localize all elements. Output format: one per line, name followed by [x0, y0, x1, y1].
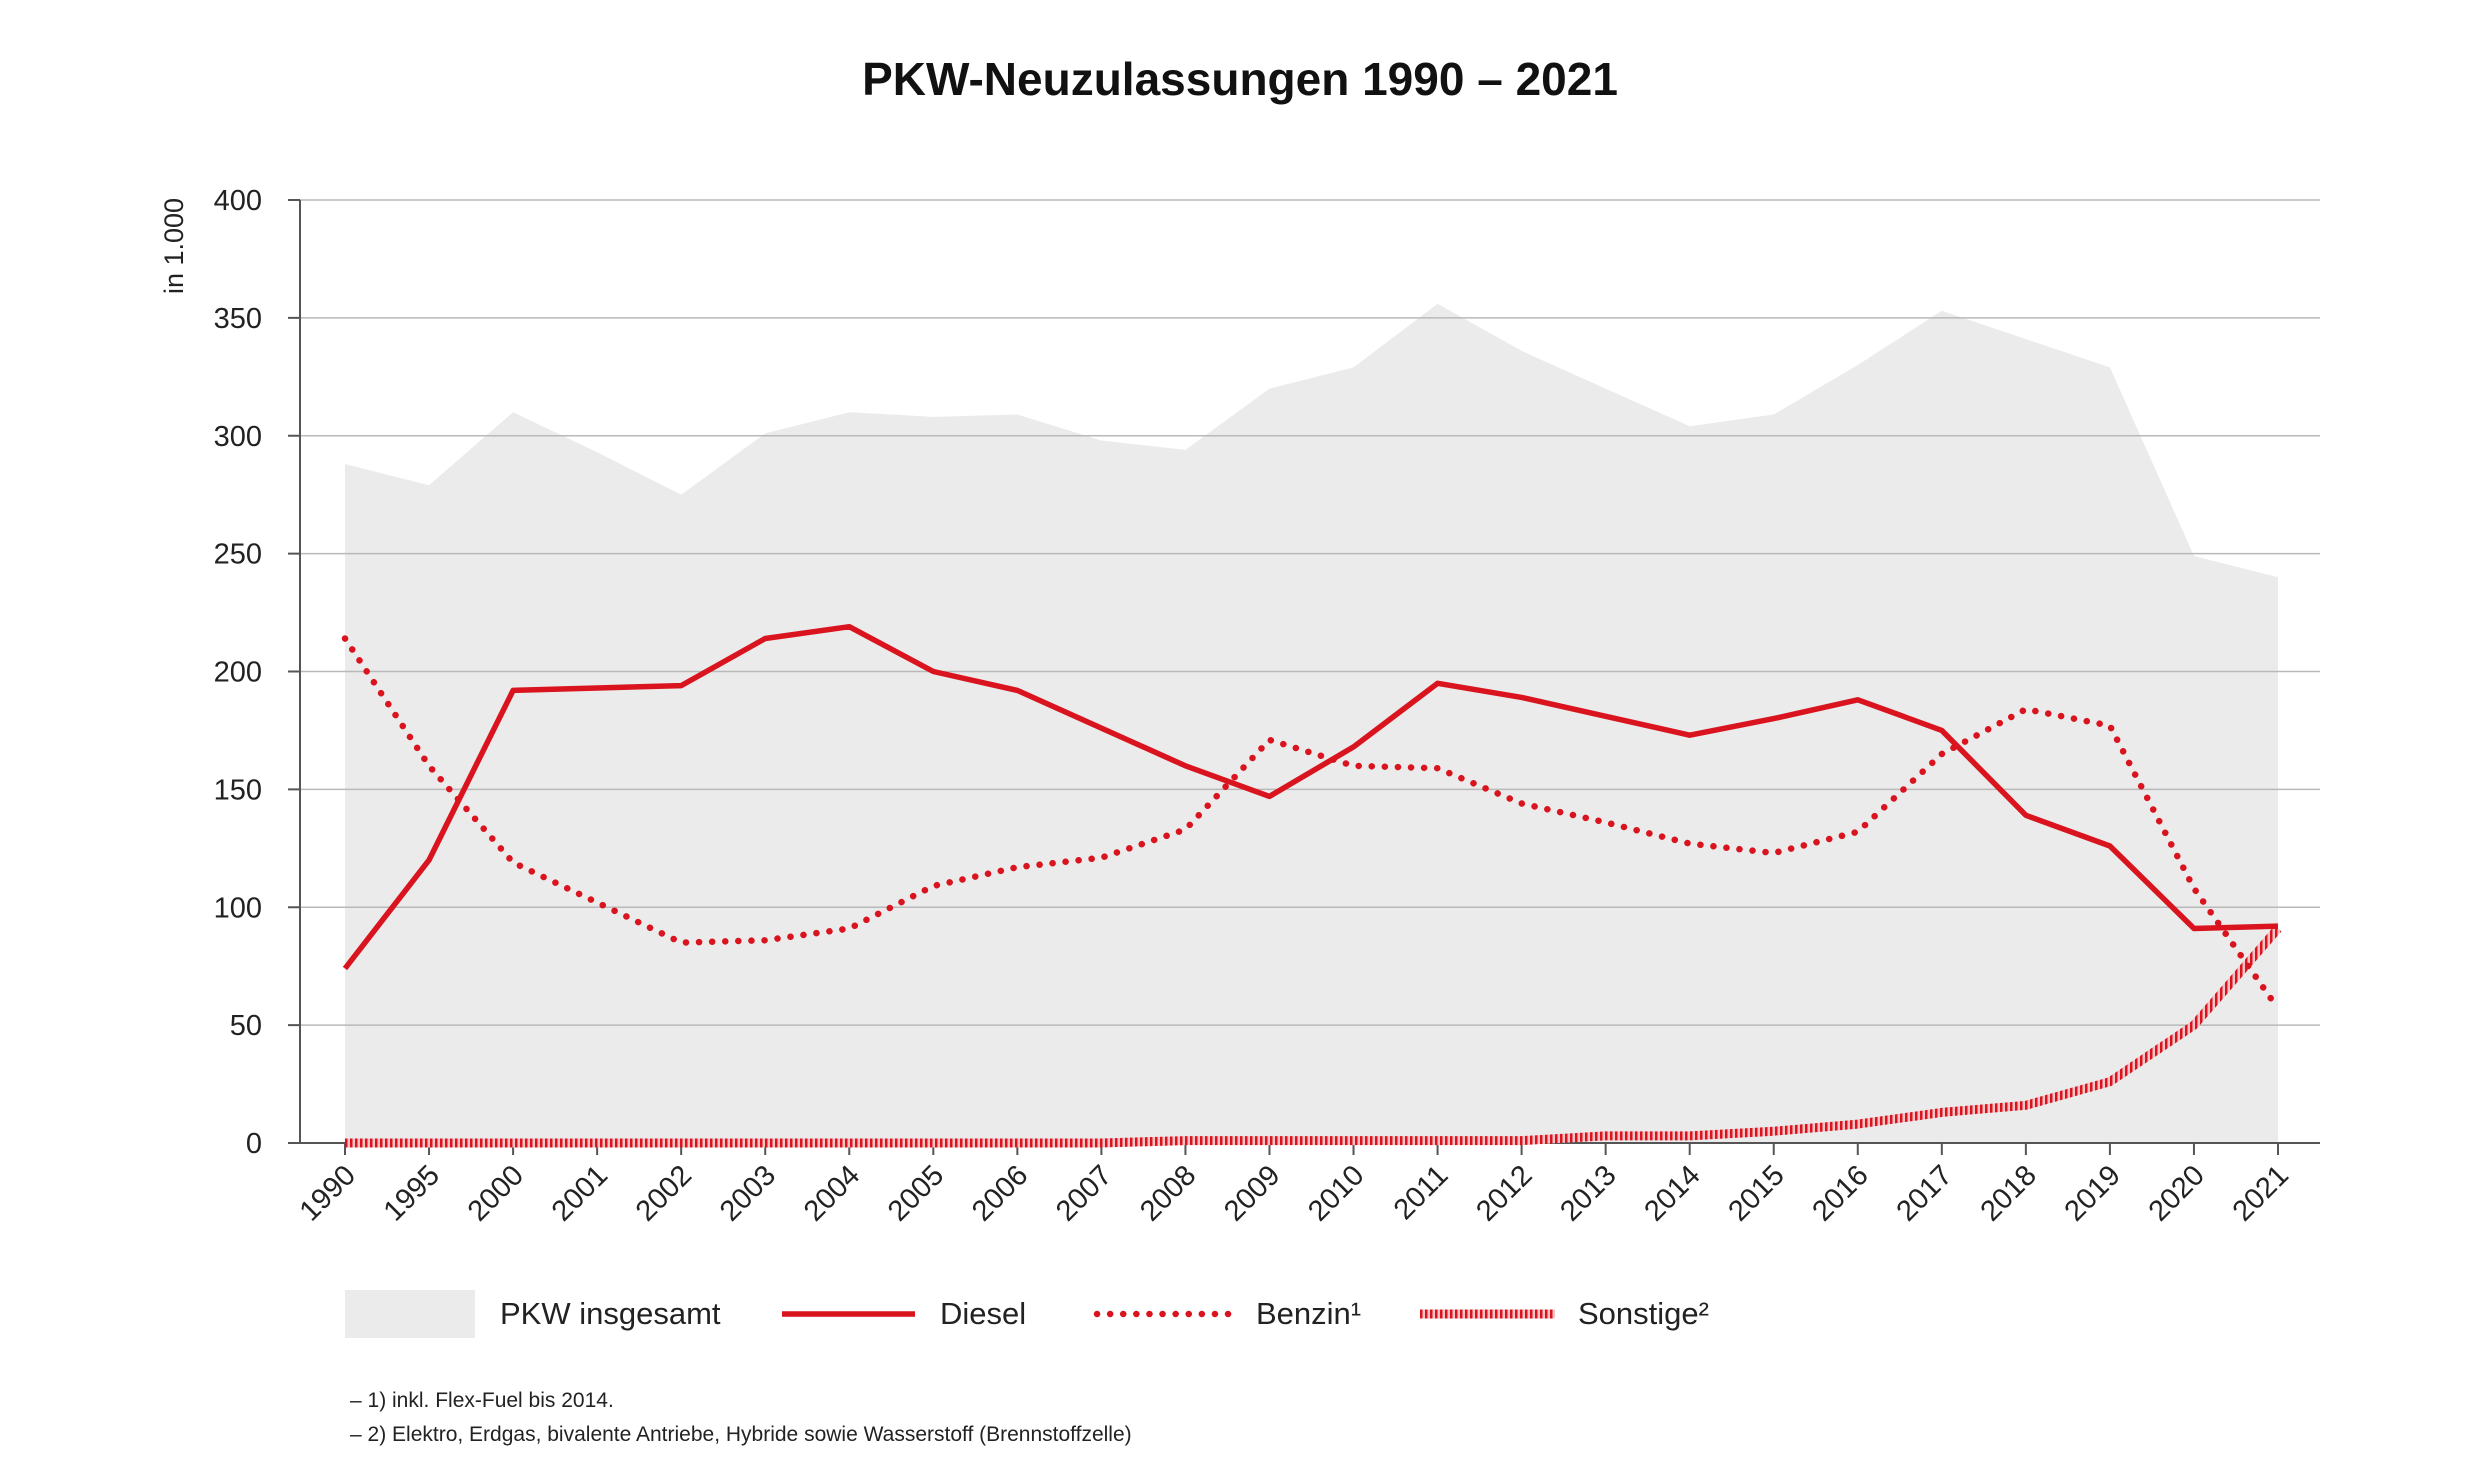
x-tick-label-2014: 2014: [1638, 1159, 1706, 1227]
x-tick-label-2007: 2007: [1050, 1159, 1118, 1227]
x-tick-label-2009: 2009: [1218, 1159, 1286, 1227]
x-tick-label-2013: 2013: [1554, 1159, 1622, 1227]
x-tick-label-2000: 2000: [462, 1159, 530, 1227]
x-tick-label-2021: 2021: [2227, 1159, 2295, 1227]
y-tick-label-300: 300: [214, 421, 262, 453]
x-tick-label-2017: 2017: [1891, 1159, 1959, 1227]
x-tick-label-2015: 2015: [1722, 1159, 1790, 1227]
legend-label-pkw-insgesamt: PKW insgesamt: [500, 1296, 721, 1331]
y-tick-label-250: 250: [214, 539, 262, 571]
x-tick-label-2005: 2005: [882, 1159, 950, 1227]
x-tick-label-2001: 2001: [546, 1159, 614, 1227]
chart-title: PKW-Neuzulassungen 1990 – 2021: [862, 53, 1618, 105]
x-tick-label-2012: 2012: [1470, 1159, 1538, 1227]
x-tick-label-2010: 2010: [1302, 1159, 1370, 1227]
x-tick-label-1990: 1990: [294, 1159, 362, 1227]
x-tick-label-2018: 2018: [1975, 1159, 2043, 1227]
x-tick-label-2002: 2002: [630, 1159, 698, 1227]
legend-label-benzin: Benzin¹: [1256, 1296, 1361, 1331]
x-tick-label-1995: 1995: [378, 1159, 446, 1227]
x-tick-label-2016: 2016: [1806, 1159, 1874, 1227]
x-tick-label-2006: 2006: [966, 1159, 1034, 1227]
series-line-diesel: [342, 623, 2279, 971]
y-tick-label-200: 200: [214, 657, 262, 689]
y-axis-label: in 1.000: [159, 198, 189, 294]
footnote-2: – 2) Elektro, Erdgas, bivalente Antriebe…: [350, 1423, 1132, 1446]
footnote-1: – 1) inkl. Flex-Fuel bis 2014.: [350, 1389, 614, 1412]
y-tick-label-50: 50: [230, 1010, 262, 1042]
x-tick-label-2011: 2011: [1388, 1159, 1455, 1226]
x-tick-label-2019: 2019: [2059, 1159, 2127, 1227]
x-tick-label-2003: 2003: [714, 1159, 782, 1227]
x-tick-label-2020: 2020: [2143, 1159, 2211, 1227]
x-tick-label-2004: 2004: [798, 1159, 866, 1227]
legend-label-sonstige: Sonstige²: [1578, 1296, 1709, 1331]
legend-swatch-pkw-insgesamt: [345, 1290, 475, 1338]
series-area-pkw-insgesamt: [345, 303, 2278, 1143]
y-tick-label-0: 0: [246, 1128, 262, 1160]
y-tick-label-400: 400: [214, 185, 262, 217]
y-tick-label-100: 100: [214, 892, 262, 924]
y-tick-label-150: 150: [214, 774, 262, 806]
series-line-sonstige: [345, 925, 2282, 1148]
footnotes: – 1) inkl. Flex-Fuel bis 2014. – 2) Elek…: [350, 1384, 1132, 1452]
x-tick-label-2008: 2008: [1134, 1159, 1202, 1227]
y-tick-label-350: 350: [214, 303, 262, 335]
legend-label-diesel: Diesel: [940, 1296, 1026, 1331]
